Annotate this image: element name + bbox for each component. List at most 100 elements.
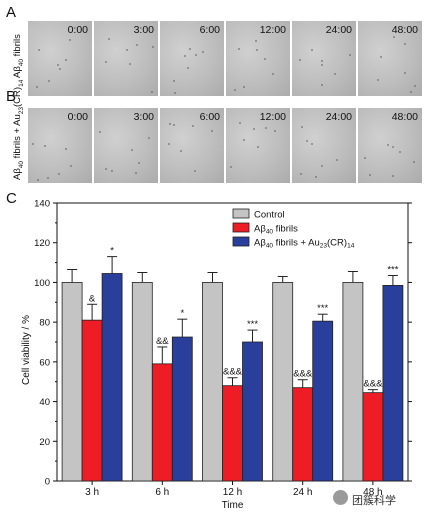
micrograph-speck: [263, 58, 266, 61]
micrograph-speck: [310, 48, 313, 51]
micrograph-speck: [47, 80, 50, 83]
significance-label: ***: [387, 264, 398, 275]
micrograph-speck: [311, 142, 313, 145]
bar: [151, 363, 173, 482]
time-label: 48:00: [391, 24, 418, 36]
micrograph-speck: [134, 172, 137, 175]
micrograph-speck: [239, 122, 242, 125]
micrograph-speck: [320, 83, 323, 86]
micrograph-speck: [64, 147, 67, 150]
time-label: 0:00: [67, 111, 88, 123]
wechat-logo-icon: [333, 490, 348, 505]
micrograph-speck: [368, 174, 371, 177]
x-tick-label: 48 h: [363, 487, 382, 498]
x-tick-label: 12 h: [223, 487, 242, 498]
significance-label: ***: [317, 303, 328, 314]
significance-label: &&&: [223, 367, 243, 378]
micrograph-speck: [412, 161, 415, 164]
micrograph-speck: [256, 146, 259, 149]
micrograph-speck: [44, 144, 47, 147]
micrograph-speck: [191, 125, 194, 128]
bar: [171, 336, 193, 482]
micrograph-speck: [194, 170, 197, 173]
legend-label-part: 23: [320, 243, 328, 250]
micrograph-speck: [252, 128, 255, 131]
micrograph-tile: 3:00: [94, 108, 158, 183]
micrograph-speck: [314, 175, 317, 178]
micrograph-speck: [230, 165, 233, 168]
micrograph-speck: [349, 53, 352, 56]
bar: [272, 282, 294, 482]
micrograph-tile: 6:00: [160, 108, 224, 183]
micrograph-speck: [179, 150, 182, 153]
micrograph-speck: [173, 124, 176, 127]
y-tick-label: 60: [39, 357, 50, 368]
micrograph-speck: [137, 162, 140, 165]
bar: [382, 285, 404, 482]
bar: [101, 273, 123, 482]
bar: [342, 282, 364, 482]
time-label: 3:00: [133, 24, 154, 36]
micrograph-speck: [107, 37, 110, 40]
time-label: 12:00: [259, 111, 286, 123]
micrograph-speck: [272, 72, 275, 75]
micrograph-speck: [399, 150, 402, 153]
micrograph-speck: [413, 84, 416, 87]
panel-c-letter: C: [6, 190, 17, 207]
micrograph-speck: [65, 58, 67, 61]
micrograph-speck: [38, 49, 41, 52]
row-b-label: Aβ40 fibrils + Au23(CR)14: [12, 79, 25, 180]
legend-label-part: (CR): [327, 238, 347, 249]
micrograph-speck: [363, 156, 366, 159]
micrograph-speck: [130, 149, 133, 152]
micrograph-speck: [183, 55, 186, 58]
x-tick-label: 3 h: [85, 487, 99, 498]
micrograph-speck: [334, 72, 337, 75]
micrograph-speck: [393, 36, 396, 39]
micrograph-tile: 12:00: [226, 108, 290, 183]
micrograph-speck: [59, 67, 62, 70]
y-axis-label: Cell viability / %: [21, 315, 32, 385]
legend-label-part: 40: [266, 229, 274, 236]
micrograph-speck: [46, 177, 49, 180]
micrograph-speck: [403, 72, 406, 75]
cell-viability-chart: 0 20 40 60 80 100 120 140 Cell viability / % 3 h &…: [21, 199, 412, 511]
y-tick-label: 120: [34, 238, 50, 249]
significance-label: &&&: [293, 369, 313, 380]
panel-b-letter: B: [6, 88, 17, 105]
micrograph-speck: [129, 63, 132, 66]
y-tick-label: 80: [39, 318, 50, 329]
bar: [222, 385, 243, 482]
micrograph-speck: [391, 146, 394, 149]
micrograph-speck: [300, 173, 303, 176]
bar: [312, 320, 334, 482]
micrograph-speck: [168, 123, 171, 126]
bar: [362, 392, 384, 482]
row-a-label: Aβ40 fibrils: [12, 34, 25, 78]
micrograph-speck: [148, 137, 151, 140]
micrograph-tile: 3:00: [94, 21, 158, 96]
micrograph-speck: [234, 88, 237, 91]
x-tick-label: 24 h: [293, 487, 312, 498]
micrograph-speck: [392, 174, 395, 177]
time-label: 3:00: [133, 111, 154, 123]
micrograph-tile: 48:00: [358, 21, 422, 96]
micrograph-speck: [264, 127, 267, 129]
micrograph-speck: [36, 85, 39, 88]
micrograph-speck: [105, 168, 107, 170]
micrograph-speck: [255, 40, 258, 43]
micrograph-tile: 12:00: [226, 21, 290, 96]
micrograph-speck: [242, 139, 245, 142]
y-tick-label: 140: [34, 199, 50, 210]
micrograph-speck: [110, 170, 113, 173]
legend-label-part: Aβ: [254, 224, 266, 235]
legend-label-part: 14: [347, 243, 355, 250]
micrograph-speck: [211, 130, 214, 133]
legend-swatch: [232, 208, 250, 219]
micrograph-speck: [336, 159, 339, 162]
micrograph-speck: [104, 60, 107, 63]
micrograph-speck: [187, 66, 190, 69]
micrograph-speck: [70, 164, 73, 167]
micrograph-speck: [274, 129, 277, 132]
legend-label: Control: [254, 210, 285, 221]
